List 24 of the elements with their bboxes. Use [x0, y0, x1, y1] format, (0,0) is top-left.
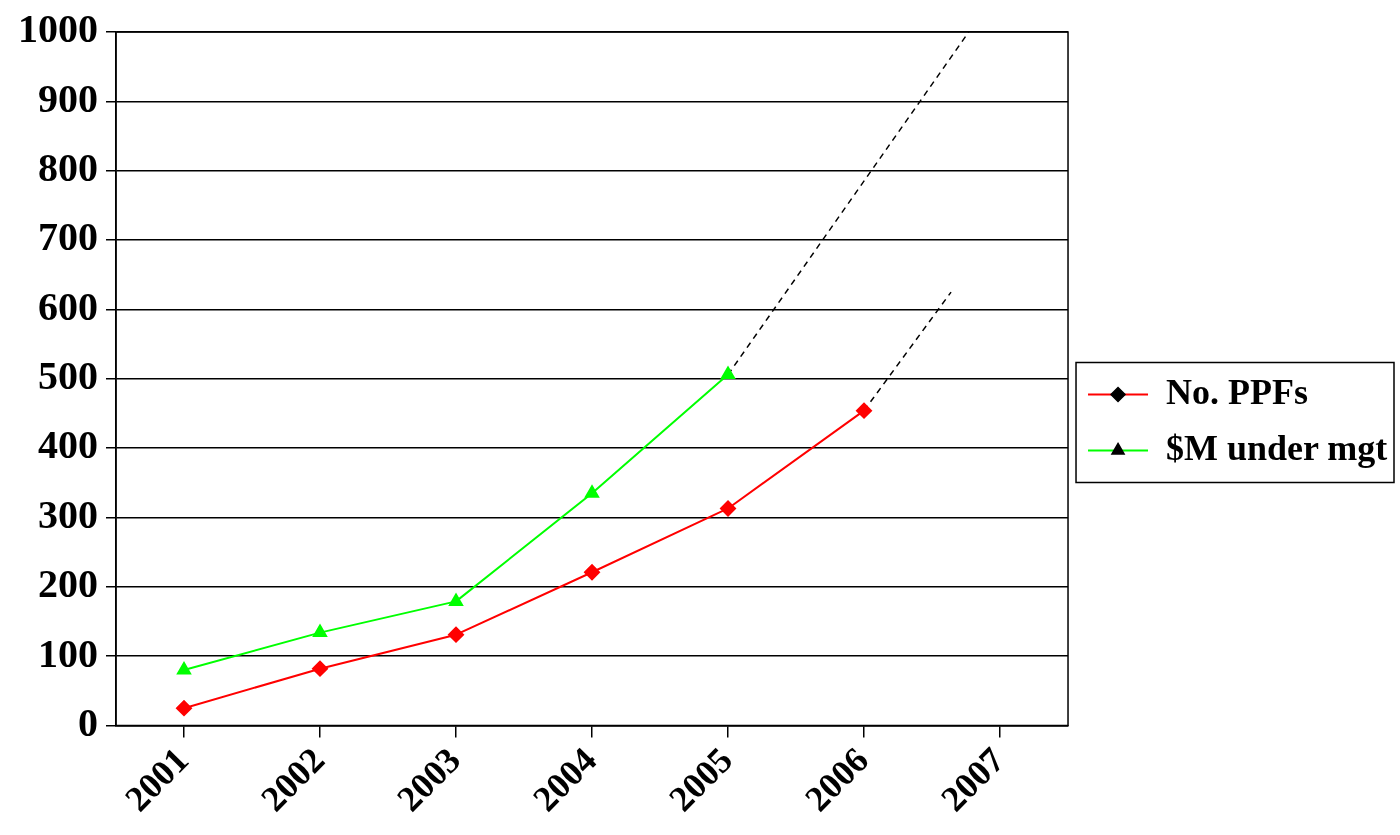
y-tick-label: 100 — [38, 630, 98, 676]
point — [312, 624, 328, 638]
point — [448, 593, 464, 606]
y-tick-label: 700 — [38, 214, 98, 260]
point — [176, 662, 192, 675]
legend-label: No. PPFs — [1166, 371, 1309, 412]
y-tick-label: 600 — [38, 283, 98, 329]
y-tick-label: 800 — [38, 145, 98, 191]
y-tick-label: 900 — [38, 75, 98, 121]
y-tick-label: 0 — [78, 699, 98, 745]
point — [720, 500, 737, 517]
y-tick-label: 400 — [38, 422, 98, 468]
point — [312, 660, 329, 677]
y-tick-label: 300 — [38, 491, 98, 537]
point — [584, 564, 601, 581]
point — [176, 700, 192, 717]
point — [584, 485, 600, 498]
point — [720, 366, 736, 380]
legend-label: $M under mgt — [1166, 427, 1388, 468]
y-tick-label: 1000 — [18, 6, 98, 52]
point — [448, 626, 465, 643]
y-tick-label: 200 — [38, 561, 98, 607]
point — [856, 402, 873, 419]
y-tick-label: 500 — [38, 353, 98, 399]
